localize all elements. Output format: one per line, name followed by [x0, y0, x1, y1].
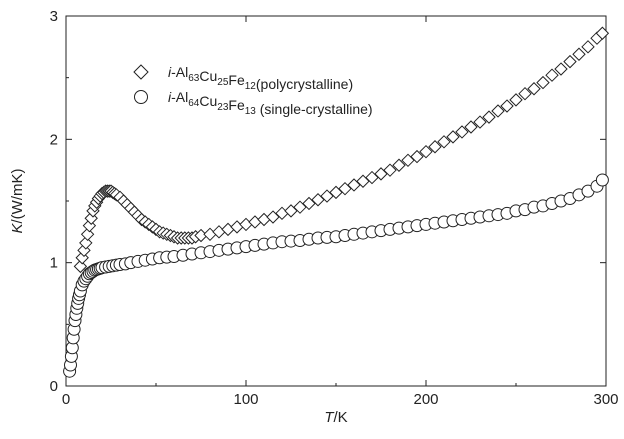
- diamond-point: [545, 68, 559, 82]
- diamond-point: [509, 93, 523, 107]
- diamond-point: [455, 125, 469, 139]
- diamond-point: [563, 54, 577, 69]
- diamond-point: [419, 144, 433, 159]
- diamond-point: [428, 140, 442, 154]
- x-axis-title: T/K: [324, 409, 347, 426]
- diamond-point: [80, 227, 95, 242]
- y-tick-label: 3: [50, 8, 58, 25]
- x-tick-label: 0: [62, 391, 70, 408]
- circle-point: [595, 173, 609, 187]
- diamond-point: [446, 130, 460, 144]
- x-tick-label: 300: [593, 391, 618, 408]
- legend-circle-marker: [134, 90, 148, 104]
- diamond-point: [595, 26, 610, 40]
- diamond-point: [410, 149, 424, 164]
- diamond-point: [482, 110, 496, 124]
- legend-label: i-Al64Cu23Fe13 (single-crystalline): [168, 89, 373, 117]
- diamond-point: [73, 259, 88, 274]
- x-tick-label: 200: [413, 391, 438, 408]
- legend-label: i-Al63Cu25Fe12(polycrystalline): [168, 64, 353, 92]
- diamond-point: [500, 99, 514, 113]
- diamond-point: [554, 62, 568, 76]
- data-marks: [63, 26, 610, 378]
- y-tick-label: 2: [50, 131, 58, 148]
- legend-entry: i-Al64Cu23Fe13 (single-crystalline): [134, 89, 373, 117]
- legend-entry: i-Al63Cu25Fe12(polycrystalline): [133, 64, 353, 92]
- diamond-point: [464, 120, 478, 134]
- axes: 0 100 200 300 0 1 2 3 T/K K/(W/mK): [9, 8, 619, 426]
- series-diamond: [73, 26, 610, 274]
- diamond-point: [79, 236, 93, 250]
- y-tick-label: 1: [50, 255, 58, 272]
- x-tick-label: 100: [233, 391, 258, 408]
- series-circle: [63, 173, 609, 378]
- y-axis-title: K/(W/mK): [9, 168, 26, 233]
- legend: i-Al63Cu25Fe12(polycrystalline)i-Al64Cu2…: [133, 64, 373, 117]
- legend-diamond-marker: [133, 64, 149, 80]
- diamond-point: [383, 163, 397, 177]
- diamond-point: [491, 104, 505, 118]
- diamond-point: [527, 82, 541, 96]
- diamond-point: [392, 158, 406, 172]
- diamond-point: [572, 47, 586, 61]
- diamond-point: [581, 40, 595, 54]
- y-tick-label: 0: [50, 378, 58, 395]
- diamond-point: [437, 135, 451, 149]
- diamond-point: [473, 115, 487, 129]
- diamond-point: [536, 75, 550, 90]
- diamond-point: [518, 86, 532, 101]
